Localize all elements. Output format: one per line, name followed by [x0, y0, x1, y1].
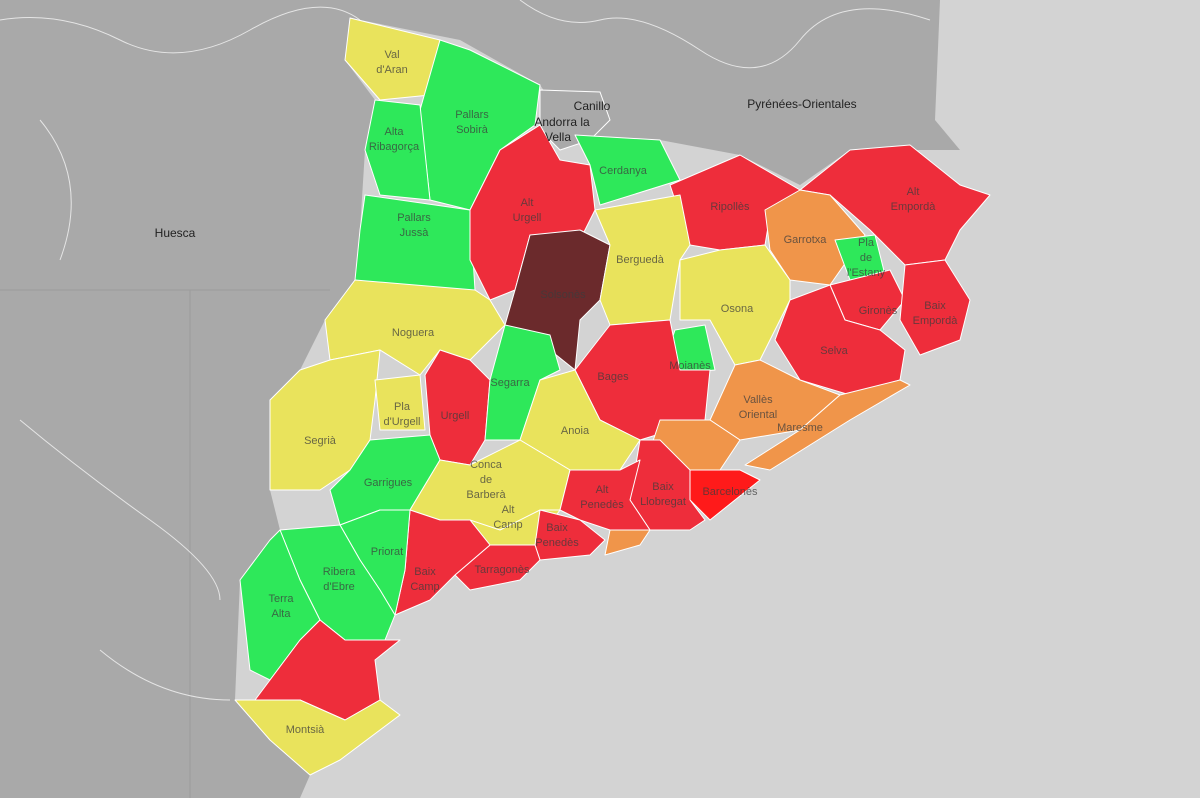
border-line: [0, 0, 931, 701]
region: [269, 349, 381, 491]
region-label: Jussà: [400, 227, 430, 239]
region-label: de: [480, 474, 492, 486]
region-label: Val: [384, 49, 399, 61]
region-label: Conca: [470, 459, 503, 471]
region-label: Selva: [820, 345, 848, 357]
region-label: Penedès: [535, 537, 579, 549]
region-label: Pla: [394, 401, 411, 413]
region-label: Llobregat: [640, 496, 686, 508]
region-label: Ribera: [323, 566, 356, 578]
region-label: l'Estany: [847, 267, 886, 279]
region: [799, 144, 991, 266]
region-label: Vallès: [743, 394, 773, 406]
region-label: Baix: [546, 522, 568, 534]
region-label: Segarra: [490, 377, 530, 389]
region-label: Terra: [268, 593, 294, 605]
region-label: Pallars: [455, 109, 489, 121]
land-neighbours: [0, 0, 960, 798]
regions: [234, 17, 991, 776]
region: [354, 194, 476, 291]
region-label: Segrià: [304, 435, 337, 447]
region-label: d'Urgell: [384, 416, 421, 428]
region-label: Alt: [521, 197, 534, 209]
region-label: Tarragonès: [474, 564, 530, 576]
region: [364, 99, 431, 201]
region: [344, 17, 441, 101]
region-label: Urgell: [513, 212, 542, 224]
region-label: Alta: [272, 608, 292, 620]
region-label: Alt: [596, 484, 609, 496]
region-label: Empordà: [913, 315, 959, 327]
place-label: Huesca: [155, 226, 196, 240]
region-label: Bages: [597, 371, 629, 383]
region: [374, 374, 426, 431]
region-label: Garrotxa: [784, 234, 828, 246]
region-label: Montsià: [286, 724, 325, 736]
region-label: Ripollès: [710, 201, 750, 213]
region-label: Empordà: [891, 201, 937, 213]
region-label: Garrigues: [364, 477, 413, 489]
region-label: Maresme: [777, 422, 823, 434]
region-label: Noguera: [392, 327, 435, 339]
place-label: Vella: [545, 130, 571, 144]
region-label: Ribagorça: [369, 141, 420, 153]
region: [484, 324, 561, 441]
region-label: d'Ebre: [323, 581, 354, 593]
place-label: Canillo: [574, 99, 611, 113]
region-label: Osona: [721, 303, 754, 315]
region: [774, 284, 906, 396]
region-label: Alt: [907, 186, 920, 198]
region: [899, 259, 971, 356]
region-label: Alt: [502, 504, 515, 516]
region-label: Solsonès: [540, 289, 586, 301]
region-label: Pallars: [397, 212, 431, 224]
region-label: Pla: [858, 237, 875, 249]
region-boundary: [0, 289, 330, 798]
region-label: Moianès: [669, 360, 711, 372]
region: [604, 529, 651, 556]
region-label: Cerdanya: [599, 165, 648, 177]
region-label: Priorat: [371, 546, 403, 558]
region-label: Anoia: [561, 425, 590, 437]
region-label: Gironès: [859, 305, 898, 317]
region-label: d'Aran: [376, 64, 407, 76]
region: [574, 134, 681, 206]
place-label: Andorra la: [534, 115, 590, 129]
labels: Val d'Aran Pallars Sobirà Alta Ribagorça Palla…: [268, 49, 958, 736]
region-label: Alta: [385, 126, 405, 138]
region-label: Camp: [493, 519, 522, 531]
region-label: Barcelonès: [702, 486, 758, 498]
place-label: Pyrénées-Orientales: [747, 97, 856, 111]
region-label: Urgell: [441, 410, 470, 422]
region-label: Baix: [924, 300, 946, 312]
region-label: Barberà: [466, 489, 506, 501]
region-label: Penedès: [580, 499, 624, 511]
region-label: Baix: [652, 481, 674, 493]
region-label: Oriental: [739, 409, 778, 421]
region-label: de: [860, 252, 872, 264]
region: [679, 244, 791, 366]
region: [234, 699, 401, 776]
region-label: Baix: [414, 566, 436, 578]
region-label: Camp: [410, 581, 439, 593]
region-label: Berguedà: [616, 254, 665, 266]
region-label: Sobirà: [456, 124, 489, 136]
region: [744, 379, 911, 471]
